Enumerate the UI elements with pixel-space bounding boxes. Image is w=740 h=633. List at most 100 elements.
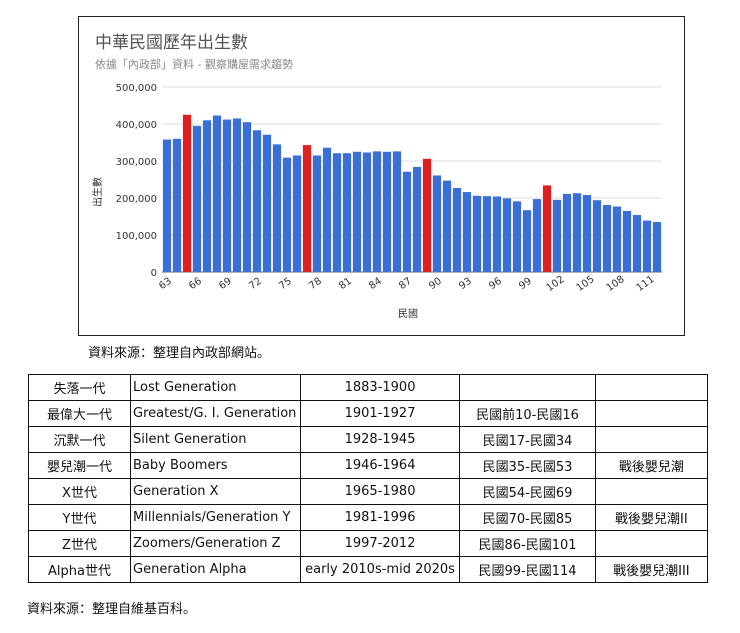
table-cell: Baby Boomers [130, 452, 301, 479]
table-cell: 嬰兒潮一代 [27, 452, 132, 479]
table-cell: 1883-1900 [299, 374, 461, 401]
y-tick-label: 300,000 [116, 157, 157, 168]
bar [392, 151, 402, 272]
table-cell: 民國17-民國34 [459, 426, 596, 453]
table-cell: 1981-1996 [299, 504, 461, 531]
x-tick-label: 84 [367, 276, 384, 292]
bar [292, 155, 302, 272]
x-tick-label: 72 [247, 276, 264, 292]
y-tick-label: 400,000 [116, 120, 157, 131]
table-cell: Y世代 [27, 504, 132, 531]
table-row: Y世代 Millennials/Generation Y 1981-1996 民國70… [27, 504, 709, 531]
y-tick-label: 0 [151, 268, 157, 279]
bar [162, 139, 172, 272]
bar [422, 158, 432, 272]
bar [502, 198, 512, 272]
bar [412, 166, 422, 272]
bar [262, 134, 272, 272]
bar [592, 200, 602, 272]
bar [312, 155, 322, 272]
table-row: X世代 Generation X 1965-1980 民國54-民國69 [27, 478, 709, 505]
table-row: 沉默一代 Silent Generation 1928-1945 民國17-民國34 [27, 426, 709, 453]
table-cell: Generation Alpha [130, 556, 301, 583]
x-axis-label: 民國 [398, 308, 418, 320]
table-cell [594, 400, 709, 427]
bar [202, 120, 212, 272]
bar [282, 157, 292, 272]
bar [622, 210, 632, 272]
bar [462, 192, 472, 272]
chart-source-note: 資料來源：整理自內政部網站。 [88, 346, 271, 361]
bar [252, 130, 262, 272]
x-tick-label: 96 [487, 276, 504, 292]
table-cell [594, 426, 709, 453]
bar [432, 175, 442, 272]
x-tick-label: 105 [575, 274, 597, 294]
table-cell [459, 374, 596, 401]
chart-title: 中華民國歷年出生數 [95, 33, 248, 53]
x-tick-label: 102 [545, 274, 567, 294]
x-tick-label: 69 [217, 276, 234, 292]
x-tick-label: 78 [307, 276, 324, 292]
table-cell: Alpha世代 [27, 556, 132, 583]
bar [302, 145, 312, 272]
table-cell: Greatest/G. I. Generation [130, 400, 301, 427]
table-cell: Millennials/Generation Y [130, 504, 301, 531]
bar [382, 151, 392, 272]
table-cell: Lost Generation [130, 374, 301, 401]
birth-chart: 中華民國歷年出生數 依據「內政部」資料 - 觀察購屋需求趨勢 0 100,000 2… [91, 33, 662, 320]
bar [192, 125, 202, 272]
table-cell: 1946-1964 [299, 452, 461, 479]
table-cell: 1997-2012 [299, 530, 461, 557]
x-tick-label: 108 [605, 274, 627, 294]
bar [372, 151, 382, 272]
bar [272, 144, 282, 272]
bar [532, 199, 542, 272]
bar [632, 215, 642, 272]
y-tick-label: 500,000 [116, 83, 157, 94]
table-cell: 民國前10-民國16 [459, 400, 596, 427]
table-cell: 1928-1945 [299, 426, 461, 453]
table-cell: 民國54-民國69 [459, 478, 596, 505]
bar [612, 206, 622, 272]
table-cell: 民國99-民國114 [459, 556, 596, 583]
generation-table: 失落一代 Lost Generation 1883-1900 最偉大一代 Greates… [27, 374, 709, 583]
bar [542, 185, 552, 272]
table-cell: Z世代 [27, 530, 132, 557]
bar [482, 196, 492, 272]
bar [172, 138, 182, 272]
bar [572, 193, 582, 272]
bar [402, 171, 412, 272]
x-tick-label: 81 [337, 276, 354, 292]
bar [352, 151, 362, 272]
bar [342, 153, 352, 272]
table-source-note: 資料來源：整理自維基百科。 [27, 602, 197, 617]
bar [652, 222, 662, 272]
x-tick-label: 87 [397, 276, 414, 292]
chart-subtitle: 依據「內政部」資料 - 觀察購屋需求趨勢 [95, 57, 293, 71]
bar [602, 205, 612, 272]
y-tick-label: 100,000 [116, 231, 157, 242]
table-cell: 民國86-民國101 [459, 530, 596, 557]
x-tick-label: 66 [187, 276, 204, 292]
bar [492, 196, 502, 272]
bar [212, 115, 222, 273]
table-cell: 戰後嬰兒潮 [594, 452, 709, 479]
table-cell: 民國35-民國53 [459, 452, 596, 479]
bar [562, 193, 572, 272]
y-tick-label: 200,000 [116, 194, 157, 205]
table-cell [594, 374, 709, 401]
table-row: Z世代 Zoomers/Generation Z 1997-2012 民國86-民國1… [27, 530, 709, 557]
y-axis-label: 出生數 [91, 177, 104, 207]
table-row: Alpha世代 Generation Alpha early 2010s-mid 2… [27, 556, 709, 583]
x-tick-label: 99 [517, 276, 534, 292]
table-cell: Zoomers/Generation Z [130, 530, 301, 557]
bar [442, 180, 452, 272]
table-cell: 民國70-民國85 [459, 504, 596, 531]
bar [472, 195, 482, 272]
table-cell: 1901-1927 [299, 400, 461, 427]
table-cell: 戰後嬰兒潮III [594, 556, 709, 583]
table-cell: X世代 [27, 478, 132, 505]
table-cell: 失落一代 [27, 374, 132, 401]
bar [232, 118, 242, 272]
